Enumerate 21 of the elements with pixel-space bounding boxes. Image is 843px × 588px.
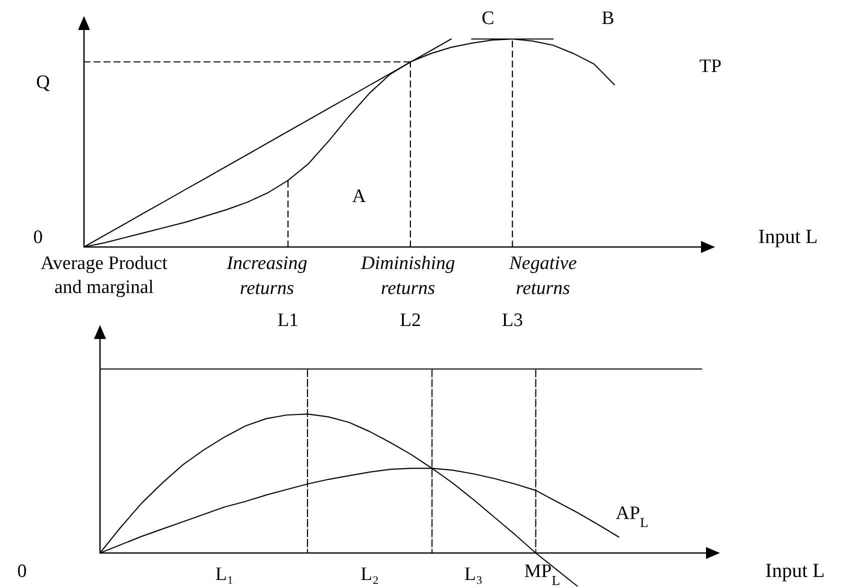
text: 0 [17,561,27,582]
x-tick-label: L3 [502,310,523,331]
y-axis-title: Average Product and marginal [40,253,168,298]
x-tick-label: L2 [400,310,421,331]
text: Negative returns [508,253,577,299]
text: B [602,8,614,29]
text: TP [699,56,722,77]
x-axis-title: Input L [758,226,818,248]
text: Q [36,72,50,93]
x-tick-label: L₃ [464,564,483,585]
annotation: A [352,186,366,207]
text: C [482,8,494,29]
x-tick-label: L₂ [360,564,379,585]
text: 0 [33,227,43,248]
text: Diminishing returns [360,253,455,299]
text: Increasing returns [226,253,308,299]
x-tick-label: L₁ [215,564,234,585]
x-tick-label: L1 [277,310,299,331]
series-label: AP$_{L}$ [616,502,648,530]
x-axis-title: Input L [765,560,825,582]
series-label: MP$_{L}$ [524,561,560,588]
